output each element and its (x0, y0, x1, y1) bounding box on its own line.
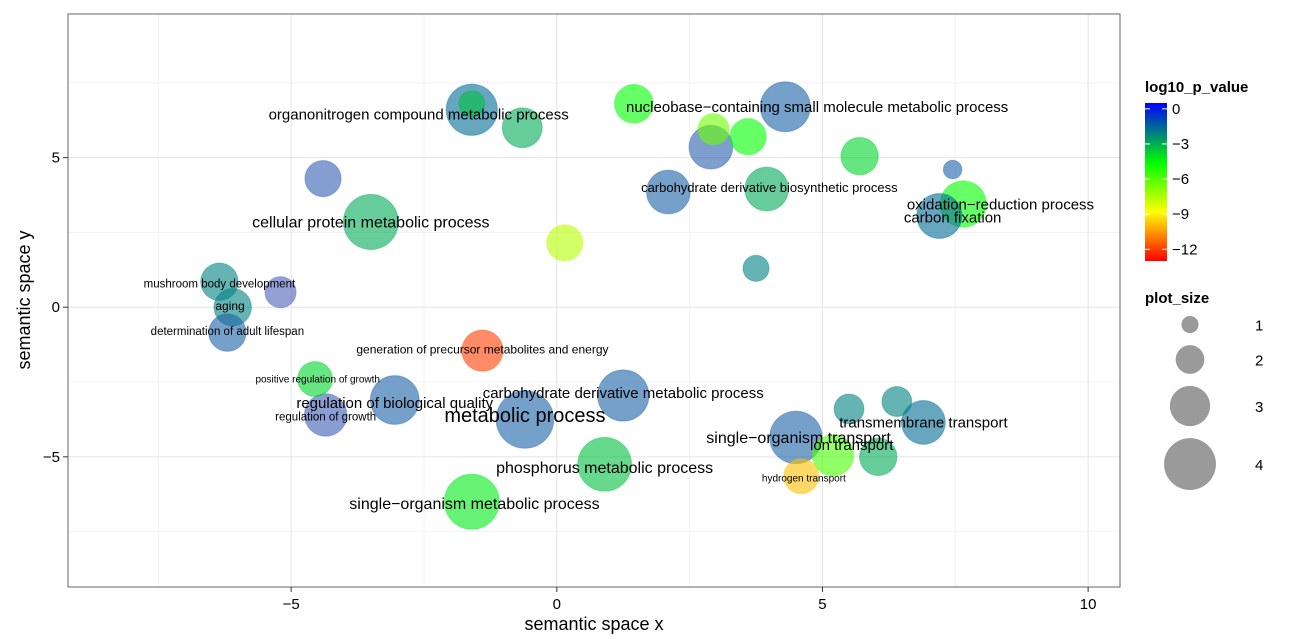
y-axis-title: semantic space y (14, 230, 34, 369)
scatter-point (901, 400, 946, 445)
x-tick-label: 0 (553, 596, 561, 613)
scatter-point (881, 386, 913, 417)
scatter-point (744, 166, 790, 212)
colorbar-tick-label: −12 (1172, 241, 1197, 258)
size-legend-label: 2 (1255, 352, 1263, 369)
scatter-point (840, 136, 879, 176)
scatter-point (303, 393, 348, 437)
scatter-point (645, 169, 691, 215)
x-tick-label: 5 (818, 596, 826, 613)
term-label: ion transport (810, 437, 894, 454)
color-legend: log10_p_value 0 −3 −6 −9 −12 (1145, 79, 1248, 261)
size-legend-label: 1 (1255, 318, 1263, 335)
size-legend-label: 4 (1255, 457, 1263, 474)
term-labels: organonitrogen compound metabolic proces… (144, 99, 1094, 513)
scatter-point (697, 113, 730, 146)
y-tick-label: −5 (43, 449, 60, 466)
colorbar-tick-label: −6 (1172, 171, 1189, 188)
scatter-point (495, 390, 555, 449)
term-label: regulation of growth (275, 411, 376, 423)
color-legend-title: log10_p_value (1145, 79, 1248, 96)
term-label: hydrogen transport (762, 473, 846, 484)
size-legend-title: plot_size (1145, 290, 1209, 307)
scatter-point (304, 159, 342, 198)
term-label: transmembrane transport (839, 415, 1008, 432)
panel-border (67, 13, 1121, 588)
scatter-point (759, 81, 811, 133)
axes: −5 0 5 10 −5 0 5 (43, 150, 1097, 613)
scatter-point (916, 192, 963, 240)
scatter-points (200, 81, 987, 530)
scatter-point (811, 434, 855, 477)
y-tick-label: 5 (52, 150, 60, 167)
term-label: carbon fixation (904, 210, 1002, 227)
scatter-point (461, 329, 504, 372)
scatter-point (859, 437, 898, 477)
term-label: phosphorus metabolic process (496, 460, 713, 477)
scatter-point (729, 118, 767, 156)
size-legend-label: 3 (1255, 399, 1263, 416)
term-label: regulation of biological quality (296, 395, 493, 412)
grid-lines (68, 14, 1120, 587)
size-legend-key (1175, 345, 1205, 374)
term-label: carbohydrate derivative biosynthetic pro… (641, 180, 898, 195)
scatter-point (546, 224, 584, 262)
scatter-point (942, 159, 963, 180)
term-label: mushroom body development (144, 278, 296, 290)
colorbar-tick-label: 0 (1172, 101, 1180, 118)
term-label: metabolic process (444, 405, 605, 427)
scatter-point (577, 436, 633, 492)
size-legend: plot_size 1 2 3 4 (1145, 290, 1263, 490)
term-label: determination of adult lifespan (151, 326, 304, 338)
x-axis-title: semantic space x (524, 614, 663, 634)
scatter-point (443, 473, 500, 530)
term-label: nucleobase−containing small molecule met… (626, 99, 1008, 116)
colorbar-tick-label: −9 (1172, 206, 1189, 223)
term-label: cellular protein metabolic process (252, 215, 489, 232)
scatter-point (501, 107, 543, 149)
term-label: single−organism metabolic process (349, 496, 599, 513)
size-legend-key (1169, 385, 1211, 427)
scatter-point (369, 375, 420, 425)
colorbar-tick-label: −3 (1172, 136, 1189, 153)
term-label: carbohydrate derivative metabolic proces… (483, 385, 764, 402)
scatter-point (342, 193, 399, 251)
size-legend-key (1181, 316, 1199, 334)
scatter-point (264, 276, 297, 309)
scatter-point (597, 369, 650, 422)
y-tick-label: 0 (52, 299, 60, 316)
scatter-point (297, 361, 334, 398)
term-label: generation of precursor metabolites and … (356, 342, 608, 356)
scatter-point (613, 83, 654, 124)
term-label: aging (215, 299, 244, 313)
size-legend-key (1164, 438, 1216, 490)
colorbar (1145, 103, 1167, 261)
term-label: positive regulation of growth (255, 375, 380, 386)
term-label: organonitrogen compound metabolic proces… (269, 106, 569, 123)
scatter-point (742, 254, 770, 282)
scatter-point (783, 458, 820, 495)
term-label: oxidation−reduction process (907, 196, 1094, 213)
scatter-point (458, 90, 486, 118)
x-tick-label: 10 (1080, 596, 1097, 613)
term-label: single−organism transport (706, 430, 891, 447)
x-tick-label: −5 (283, 596, 300, 613)
scatter-point (208, 313, 247, 352)
scatter-point (833, 393, 865, 425)
